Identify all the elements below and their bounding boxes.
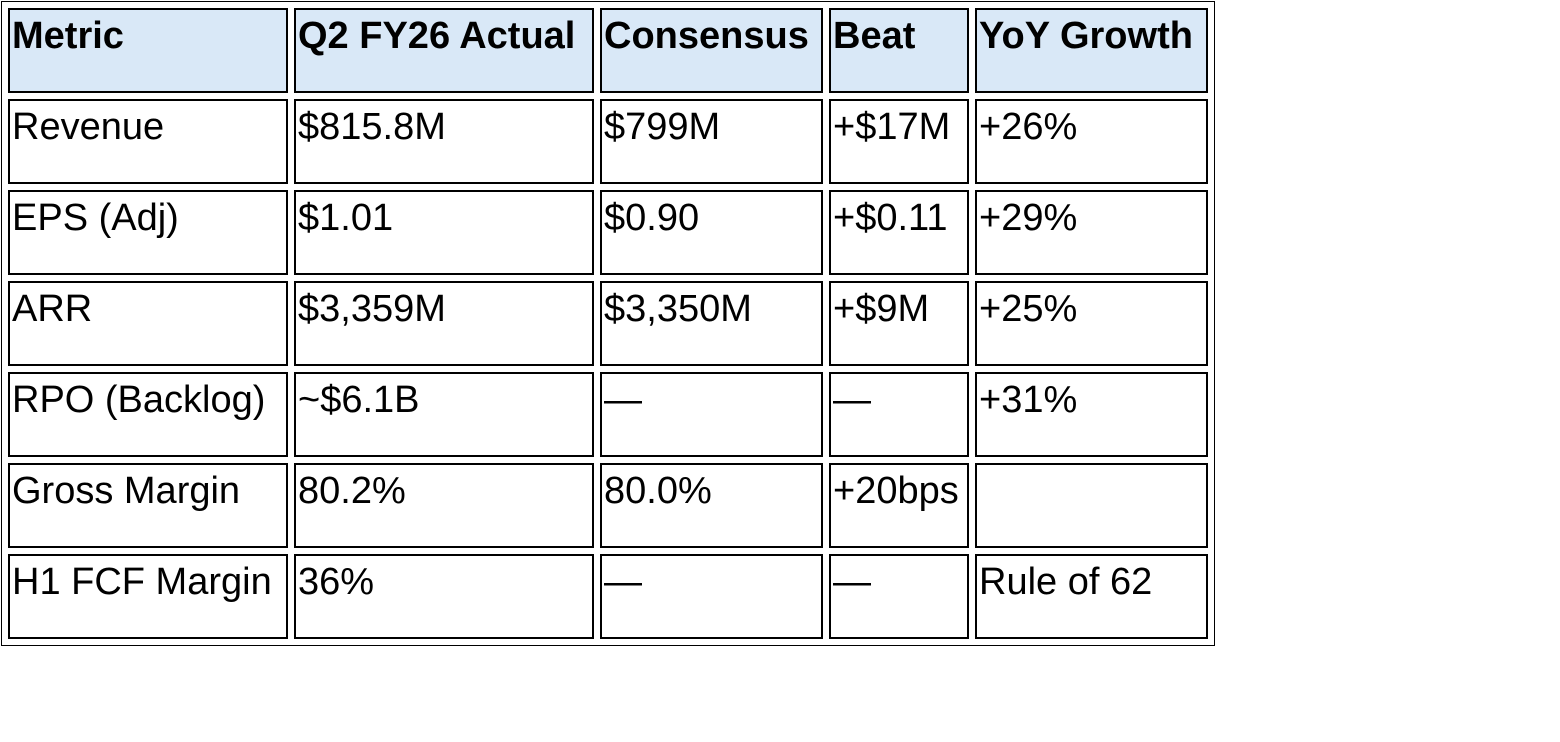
cell-beat: +$9M	[829, 281, 969, 366]
cell-metric: H1 FCF Margin	[8, 554, 288, 639]
table-row: ARR $3,359M $3,350M +$9M +25%	[8, 281, 1208, 366]
cell-actual: 80.2%	[294, 463, 594, 548]
cell-actual: 36%	[294, 554, 594, 639]
cell-metric: ARR	[8, 281, 288, 366]
cell-beat: —	[829, 554, 969, 639]
cell-consensus: $0.90	[600, 190, 823, 275]
cell-yoy-growth: +25%	[975, 281, 1208, 366]
header-metric: Metric	[8, 8, 288, 93]
header-consensus: Consensus	[600, 8, 823, 93]
header-yoy-growth: YoY Growth	[975, 8, 1208, 93]
cell-actual: ~$6.1B	[294, 372, 594, 457]
table-row: EPS (Adj) $1.01 $0.90 +$0.11 +29%	[8, 190, 1208, 275]
earnings-table: Metric Q2 FY26 Actual Consensus Beat YoY…	[2, 2, 1214, 645]
cell-metric: Revenue	[8, 99, 288, 184]
cell-beat: —	[829, 372, 969, 457]
cell-yoy-growth: Rule of 62	[975, 554, 1208, 639]
table-row: H1 FCF Margin 36% — — Rule of 62	[8, 554, 1208, 639]
cell-metric: Gross Margin	[8, 463, 288, 548]
cell-metric: RPO (Backlog)	[8, 372, 288, 457]
table-row: Revenue $815.8M $799M +$17M +26%	[8, 99, 1208, 184]
cell-metric: EPS (Adj)	[8, 190, 288, 275]
table-header-row: Metric Q2 FY26 Actual Consensus Beat YoY…	[8, 8, 1208, 93]
cell-consensus: $799M	[600, 99, 823, 184]
cell-beat: +$17M	[829, 99, 969, 184]
cell-yoy-growth	[975, 463, 1208, 548]
cell-yoy-growth: +31%	[975, 372, 1208, 457]
earnings-table-container: Metric Q2 FY26 Actual Consensus Beat YoY…	[1, 1, 1215, 646]
cell-actual: $1.01	[294, 190, 594, 275]
cell-consensus: 80.0%	[600, 463, 823, 548]
cell-beat: +20bps	[829, 463, 969, 548]
table-row: Gross Margin 80.2% 80.0% +20bps	[8, 463, 1208, 548]
cell-actual: $3,359M	[294, 281, 594, 366]
cell-actual: $815.8M	[294, 99, 594, 184]
header-beat: Beat	[829, 8, 969, 93]
cell-yoy-growth: +26%	[975, 99, 1208, 184]
table-row: RPO (Backlog) ~$6.1B — — +31%	[8, 372, 1208, 457]
cell-consensus: $3,350M	[600, 281, 823, 366]
cell-consensus: —	[600, 372, 823, 457]
header-actual: Q2 FY26 Actual	[294, 8, 594, 93]
cell-beat: +$0.11	[829, 190, 969, 275]
cell-yoy-growth: +29%	[975, 190, 1208, 275]
cell-consensus: —	[600, 554, 823, 639]
